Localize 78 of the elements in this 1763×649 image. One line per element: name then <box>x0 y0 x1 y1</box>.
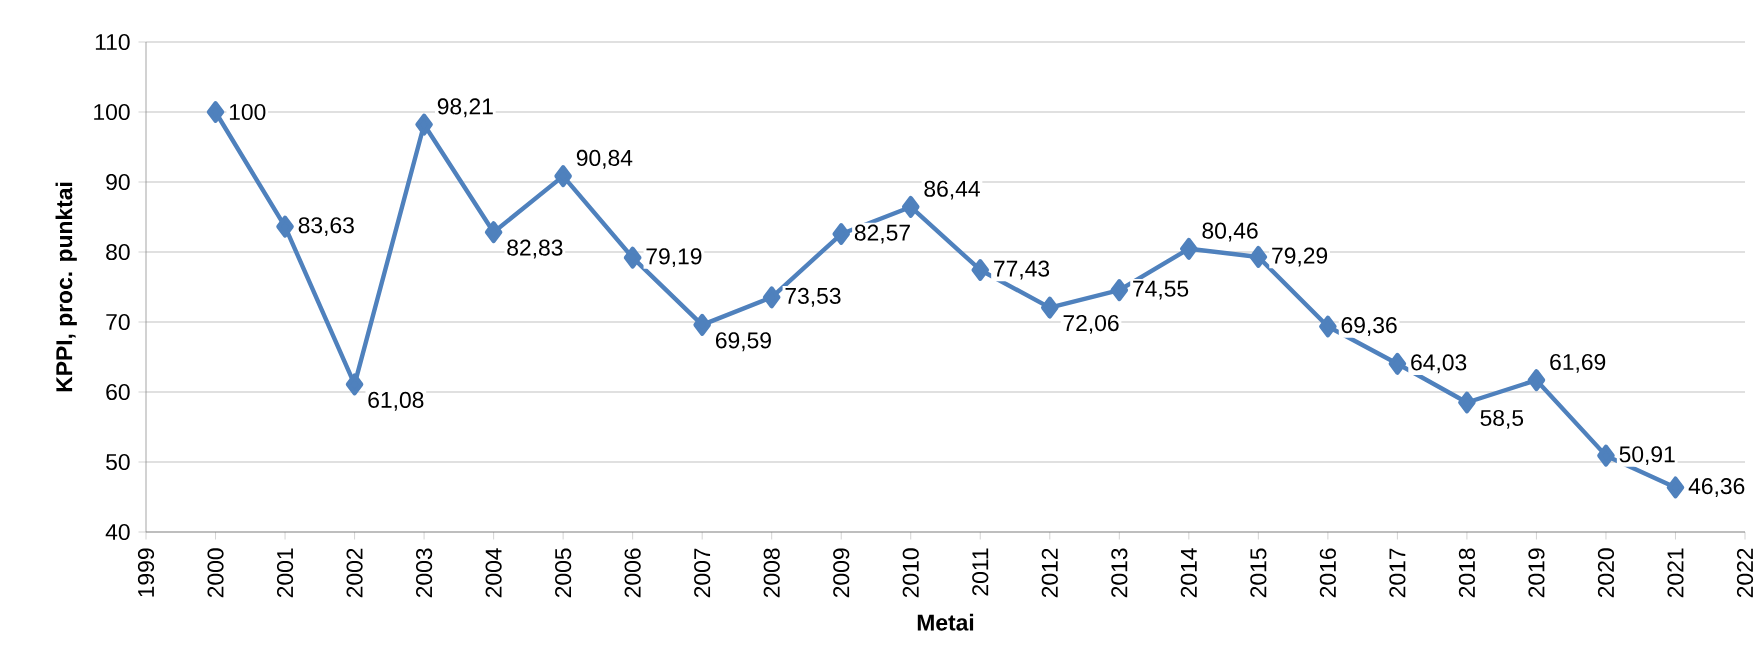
data-label: 72,06 <box>1063 314 1119 334</box>
data-label: 50,91 <box>1619 446 1675 466</box>
x-tick-label: 2010 <box>902 548 919 598</box>
x-tick-label: 2014 <box>1180 548 1197 598</box>
x-tick-label: 2020 <box>1597 548 1615 598</box>
x-tick-label: 2012 <box>1041 548 1058 598</box>
x-tick-label: 2004 <box>485 548 502 598</box>
x-tick-label: 2022 <box>1736 548 1754 598</box>
x-tick-label: 2019 <box>1528 548 1545 598</box>
data-label: 80,46 <box>1202 222 1258 242</box>
point <box>415 113 433 136</box>
x-tick-label: 2008 <box>763 548 780 598</box>
point <box>554 165 572 188</box>
data-label: 77,43 <box>994 260 1050 280</box>
x-tick-label: 2002 <box>346 548 363 598</box>
point <box>1110 279 1129 302</box>
y-tick-label: 60 <box>106 383 130 401</box>
data-label: 73,53 <box>785 287 841 307</box>
x-tick-label: 2009 <box>833 548 850 598</box>
point <box>1319 315 1337 338</box>
data-label: 90,84 <box>576 149 633 169</box>
data-label: 100 <box>229 103 266 121</box>
y-tick-label: 50 <box>106 453 130 471</box>
data-label: 83,63 <box>298 217 354 237</box>
point <box>276 215 294 238</box>
data-label: 69,59 <box>715 332 771 352</box>
point <box>1458 391 1476 414</box>
data-label: 74,55 <box>1133 280 1189 300</box>
y-tick-label: 90 <box>106 173 130 191</box>
y-tick-label: 110 <box>95 33 130 51</box>
point <box>623 246 642 269</box>
data-label: 64,03 <box>1411 354 1467 374</box>
x-tick-label: 2011 <box>972 548 989 596</box>
point <box>1527 369 1546 392</box>
point <box>1249 245 1268 268</box>
x-tick-label: 2007 <box>694 548 711 598</box>
x-tick-label: 2006 <box>624 548 641 598</box>
data-label: 86,44 <box>924 180 980 200</box>
x-tick-label: 2021 <box>1667 548 1684 598</box>
x-tick-label: 2005 <box>555 548 572 598</box>
y-tick-label: 100 <box>94 103 130 121</box>
point <box>901 195 920 218</box>
point <box>484 221 503 244</box>
data-label: 61,69 <box>1550 353 1606 373</box>
y-tick-label: 80 <box>106 243 130 261</box>
point <box>1041 296 1059 319</box>
point <box>1666 476 1685 499</box>
x-tick-label: 2003 <box>416 548 433 598</box>
data-label: 79,29 <box>1272 247 1328 267</box>
y-axis-title: KPPI, proc. punktai <box>55 182 77 392</box>
x-tick-label: 2016 <box>1319 548 1336 598</box>
point <box>206 101 225 123</box>
point <box>1388 352 1407 375</box>
data-label: 79,19 <box>646 248 702 268</box>
x-tick-label: 2001 <box>276 548 294 598</box>
point <box>832 223 851 245</box>
data-label: 82,83 <box>507 239 563 259</box>
point <box>345 373 364 396</box>
y-tick-label: 70 <box>106 313 130 331</box>
point <box>971 259 990 281</box>
point <box>693 313 711 336</box>
x-tick-label: 2000 <box>207 548 224 598</box>
data-label: 82,57 <box>854 224 910 244</box>
x-tick-label: 1999 <box>137 548 155 597</box>
data-label: 58,5 <box>1480 409 1524 429</box>
x-axis-title: Metai <box>917 613 974 631</box>
data-label: 46,36 <box>1688 478 1745 497</box>
point <box>1597 444 1615 467</box>
data-label: 61,08 <box>368 391 424 411</box>
x-tick-label: 2017 <box>1389 548 1406 598</box>
x-tick-label: 2013 <box>1111 548 1128 598</box>
data-label: 69,36 <box>1341 317 1397 336</box>
point <box>762 286 781 309</box>
data-label: 98,21 <box>437 98 493 118</box>
point <box>1180 237 1198 260</box>
x-tick-label: 2015 <box>1250 548 1267 598</box>
x-tick-label: 2018 <box>1458 548 1476 598</box>
y-tick-label: 40 <box>105 523 130 541</box>
